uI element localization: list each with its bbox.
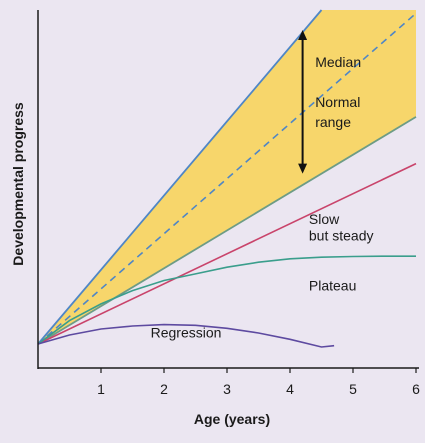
x-axis-ticks: 1 2 3 4 5 6 (97, 368, 420, 397)
x-tick-label: 5 (349, 381, 357, 397)
y-axis-title: Developmental progress (10, 102, 26, 266)
normal-range-arrow (298, 30, 308, 174)
x-tick-label: 2 (160, 381, 168, 397)
normal-range-upper-bound (37, 9, 323, 345)
x-tick-label: 3 (223, 381, 231, 397)
annotation-label: range (315, 114, 351, 130)
annotation-label: Median (315, 54, 361, 70)
x-tick-label: 6 (412, 381, 420, 397)
annotation-label: Regression (151, 324, 222, 340)
x-tick-label: 1 (97, 381, 105, 397)
normal-range-lower-bound (37, 116, 417, 345)
annotation-label: Plateau (309, 278, 356, 294)
annotation-label: Slow (309, 211, 340, 227)
arrow-head-down (298, 163, 308, 174)
plot-area (37, 9, 417, 348)
series-line-plateau (37, 255, 416, 345)
annotation-label: but steady (309, 227, 374, 243)
annotation-label: Normal (315, 94, 360, 110)
x-axis-title: Age (years) (194, 411, 270, 427)
x-tick-label: 4 (286, 381, 294, 397)
series-line-regression (37, 323, 335, 348)
arrow-head-up (298, 30, 308, 41)
series-line-slow-but-steady (37, 162, 417, 345)
